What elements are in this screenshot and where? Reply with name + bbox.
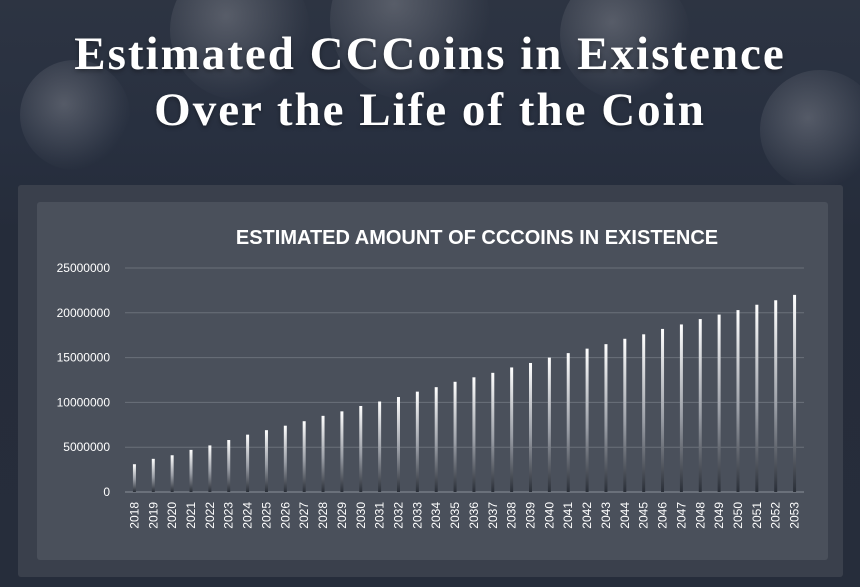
bar (547, 357, 551, 492)
x-tick-label: 2024 (241, 502, 255, 529)
bar (566, 353, 570, 492)
y-tick-label: 25000000 (57, 261, 111, 275)
bar (302, 421, 306, 492)
x-tick-label: 2042 (580, 502, 594, 529)
x-tick-label: 2039 (524, 502, 538, 529)
bar (585, 348, 589, 492)
gridlines (125, 267, 804, 493)
x-tick-label: 2030 (354, 502, 368, 529)
bar (472, 377, 476, 492)
x-tick-label: 2046 (656, 502, 670, 529)
x-tick-label: 2035 (448, 502, 462, 529)
bar (698, 319, 702, 492)
bar (208, 445, 212, 492)
bar (396, 397, 400, 492)
bar (774, 300, 778, 492)
bar (717, 314, 721, 492)
bar (321, 415, 325, 492)
x-tick-label: 2018 (127, 502, 141, 529)
x-tick-label: 2028 (316, 502, 330, 529)
y-tick-label: 15000000 (57, 351, 111, 365)
bar (529, 362, 533, 492)
bar (283, 425, 287, 492)
y-tick-label: 20000000 (57, 306, 111, 320)
x-tick-label: 2041 (561, 502, 575, 529)
x-tick-label: 2052 (769, 502, 783, 529)
x-tick-label: 2031 (373, 502, 387, 529)
bar (340, 411, 344, 492)
bar (170, 455, 174, 492)
bar (491, 372, 495, 492)
x-tick-label: 2032 (391, 502, 405, 529)
x-tick-label: 2051 (750, 502, 764, 529)
bar (415, 391, 419, 492)
x-tick-label: 2037 (486, 502, 500, 529)
bar (604, 344, 608, 492)
y-tick-label: 10000000 (57, 395, 111, 409)
x-tick-label: 2043 (599, 502, 613, 529)
bar (510, 367, 514, 492)
y-tick-label: 5000000 (63, 440, 110, 454)
bar (623, 338, 627, 492)
x-tick-label: 2036 (467, 502, 481, 529)
coin-decoration (20, 60, 130, 170)
bar (453, 381, 457, 492)
x-tick-label: 2040 (542, 502, 556, 529)
x-tick-label: 2045 (637, 502, 651, 529)
bar (189, 449, 193, 492)
x-tick-label: 2049 (712, 502, 726, 529)
page-title: Estimated CCCoins in Existence Over the … (0, 26, 860, 138)
x-tick-label: 2021 (184, 502, 198, 529)
bar (661, 328, 665, 492)
chart-title: ESTIMATED AMOUNT OF CCCOINS IN EXISTENCE (236, 227, 718, 249)
x-tick-label: 2023 (222, 502, 236, 529)
x-tick-label: 2020 (165, 502, 179, 529)
bar (736, 310, 740, 492)
chart-panel (37, 202, 828, 560)
bar (378, 401, 382, 492)
bar (359, 405, 363, 492)
x-tick-label: 2044 (618, 502, 632, 529)
bar (227, 440, 231, 492)
x-tick-label: 2048 (693, 502, 707, 529)
coin-decoration (560, 0, 690, 100)
x-tick-label: 2038 (505, 502, 519, 529)
x-tick-label: 2026 (278, 502, 292, 529)
y-axis: 0 5000000 10000000 15000000 20000000 25000000 (57, 261, 111, 499)
bar (434, 387, 438, 492)
bar-chart: ESTIMATED AMOUNT OF CCCOINS IN EXISTENCE… (57, 227, 804, 529)
page-title-line-1: Estimated CCCoins in Existence (74, 28, 786, 80)
bar (132, 464, 136, 492)
bar (264, 430, 268, 492)
x-tick-label: 2050 (731, 502, 745, 529)
x-tick-label: 2027 (297, 502, 311, 529)
y-tick-label: 0 (103, 485, 110, 499)
page-title-line-2: Over the Life of the Coin (154, 84, 706, 136)
x-tick-label: 2053 (788, 502, 802, 529)
bar (793, 294, 797, 492)
x-tick-label: 2029 (335, 502, 349, 529)
x-tick-label: 2034 (429, 502, 443, 529)
x-axis: 2018 2019 2020 2021 2022 2023 2024 2025 2026 2027… (127, 502, 801, 529)
coin-decoration (760, 70, 860, 190)
bar (246, 434, 250, 492)
bar (151, 458, 155, 492)
x-tick-label: 2019 (146, 502, 160, 529)
x-tick-label: 2022 (203, 502, 217, 529)
x-tick-label: 2047 (674, 502, 688, 529)
x-tick-label: 2025 (259, 502, 273, 529)
x-tick-label: 2033 (410, 502, 424, 529)
bar (679, 324, 683, 492)
bar (755, 304, 759, 492)
bars (132, 294, 797, 492)
bar (642, 334, 646, 492)
